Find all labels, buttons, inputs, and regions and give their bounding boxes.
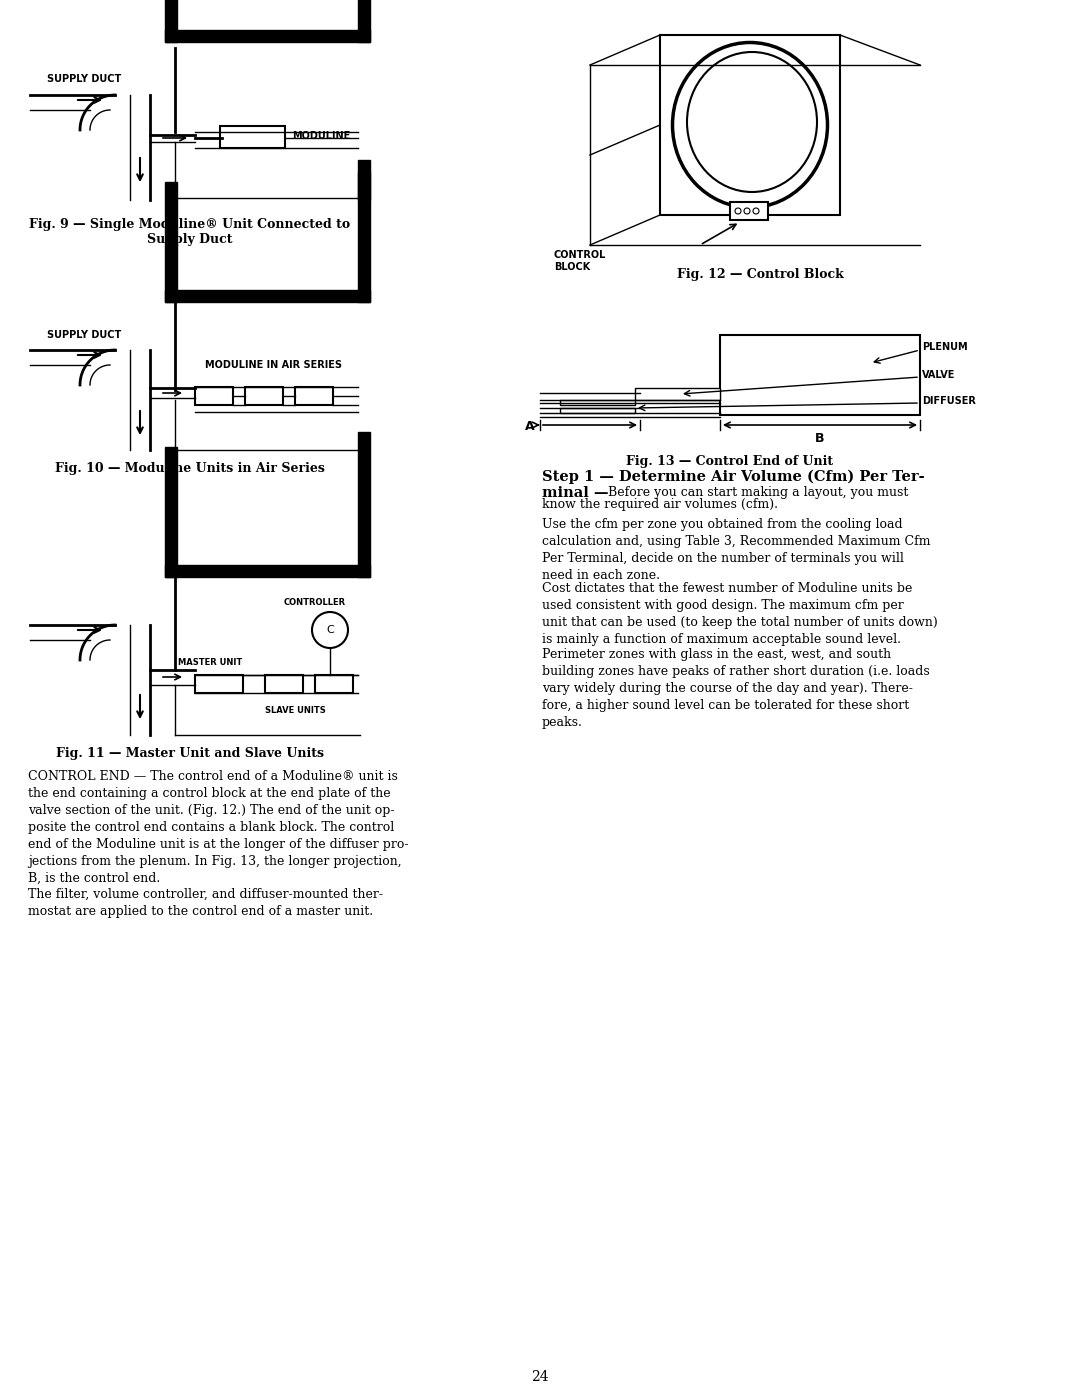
Circle shape	[744, 208, 750, 214]
Bar	[220, 126, 285, 148]
Text: Before you can start making a layout, you must: Before you can start making a layout, yo…	[604, 486, 908, 499]
Text: A: A	[525, 419, 535, 433]
Text: Fig. 11 — Master Unit and Slave Units: Fig. 11 — Master Unit and Slave Units	[56, 747, 324, 760]
Text: The filter, volume controller, and diffuser-mounted ther-
mostat are applied to : The filter, volume controller, and diffu…	[28, 888, 383, 918]
Text: DIFFUSER: DIFFUSER	[922, 395, 976, 407]
Text: SUPPLY DUCT: SUPPLY DUCT	[48, 330, 121, 339]
Bar	[561, 400, 635, 405]
Text: Fig. 12 — Control Block: Fig. 12 — Control Block	[677, 268, 843, 281]
Text: Step 1 — Determine Air Volume (Cfm) Per Ter-: Step 1 — Determine Air Volume (Cfm) Per …	[542, 469, 924, 485]
Text: CONTROL END — The control end of a Moduline® unit is
the end containing a contro: CONTROL END — The control end of a Modul…	[28, 770, 408, 886]
Circle shape	[735, 208, 741, 214]
Text: Use the cfm per zone you obtained from the cooling load
calculation and, using T: Use the cfm per zone you obtained from t…	[542, 518, 931, 583]
Bar	[165, 182, 177, 302]
Text: Fig. 9 — Single Moduline® Unit Connected to
Supply Duct: Fig. 9 — Single Moduline® Unit Connected…	[29, 218, 351, 246]
Bar	[635, 388, 720, 400]
Bar	[195, 675, 243, 693]
Text: CONTROLLER: CONTROLLER	[284, 598, 346, 608]
Bar	[660, 35, 840, 215]
Text: PLENUM: PLENUM	[922, 342, 968, 352]
Bar	[315, 675, 353, 693]
Bar	[357, 432, 370, 577]
Bar	[195, 387, 233, 405]
Bar	[357, 0, 370, 42]
Text: Cost dictates that the fewest number of Moduline units be
used consistent with g: Cost dictates that the fewest number of …	[542, 583, 937, 645]
Bar	[295, 387, 333, 405]
Text: MODULINE: MODULINE	[292, 131, 350, 141]
Text: B: B	[815, 432, 825, 444]
Bar	[265, 675, 303, 693]
Text: Perimeter zones with glass in the east, west, and south
building zones have peak: Perimeter zones with glass in the east, …	[542, 648, 930, 729]
Bar	[357, 172, 370, 302]
Text: SUPPLY DUCT: SUPPLY DUCT	[48, 74, 121, 84]
Text: MASTER UNIT: MASTER UNIT	[178, 658, 242, 666]
Bar	[357, 161, 370, 200]
Text: minal —: minal —	[542, 486, 608, 500]
Bar	[165, 0, 177, 42]
Text: MODULINE IN AIR SERIES: MODULINE IN AIR SERIES	[205, 360, 342, 370]
Circle shape	[753, 208, 759, 214]
Text: Fig. 13 — Control End of Unit: Fig. 13 — Control End of Unit	[626, 455, 834, 468]
Text: CONTROL
BLOCK: CONTROL BLOCK	[554, 250, 606, 271]
Text: C: C	[326, 624, 334, 636]
Bar	[730, 203, 768, 219]
Bar	[165, 291, 370, 302]
Text: Fig. 10 — Moduline Units in Air Series: Fig. 10 — Moduline Units in Air Series	[55, 462, 325, 475]
Bar	[561, 408, 635, 414]
Text: SLAVE UNITS: SLAVE UNITS	[265, 705, 325, 715]
Bar	[165, 564, 370, 577]
Bar	[165, 29, 370, 42]
Text: VALVE: VALVE	[922, 370, 956, 380]
Bar	[165, 447, 177, 577]
Text: know the required air volumes (cfm).: know the required air volumes (cfm).	[542, 497, 778, 511]
Bar	[245, 387, 283, 405]
Bar	[720, 335, 920, 415]
Text: 24: 24	[531, 1370, 549, 1384]
